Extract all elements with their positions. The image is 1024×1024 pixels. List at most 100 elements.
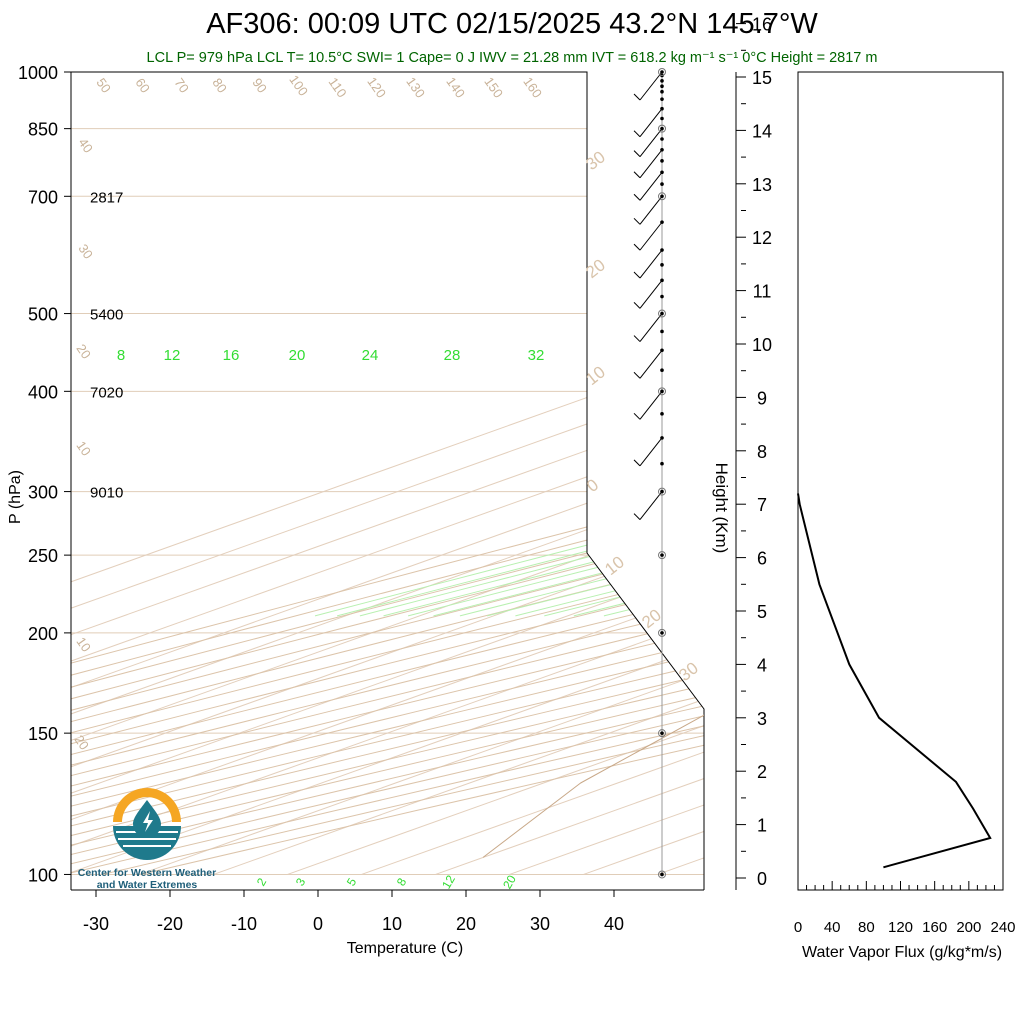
moist-adiabat: [314, 72, 704, 617]
adiabat-label: 32: [528, 347, 545, 364]
wind-barb-dot: [660, 368, 664, 372]
wind-barb-calm-ring: [658, 870, 666, 879]
wind-barb-flag: [633, 301, 641, 309]
wind-barb-flag: [633, 93, 641, 101]
wind-barb: [639, 491, 663, 520]
theta-label: 100: [286, 72, 311, 98]
moist-adiabat: [336, 72, 704, 617]
wind-barb-dot: [660, 329, 664, 334]
wind-barb: [639, 349, 663, 379]
isotherm-label: 20: [582, 255, 609, 282]
logo-text-line1: Center for Western Weather: [78, 867, 216, 879]
dry-adiabat: [71, 72, 704, 875]
height-tick-label: 7: [757, 495, 767, 515]
wind-barb-flag: [633, 371, 641, 379]
height-tick-label: 9: [757, 388, 767, 408]
isotherm-line: [71, 72, 704, 875]
dry-adiabat: [71, 72, 704, 875]
wind-barb-calm-ring: [658, 729, 666, 738]
dry-adiabat: [71, 72, 704, 875]
dry-adiabat: [71, 72, 704, 875]
flux-tick-label: 40: [824, 919, 841, 936]
isotherm-line: [71, 72, 704, 875]
wind-barb: [639, 280, 663, 309]
theta-label: 50: [93, 75, 114, 95]
isotherm-line: [71, 72, 704, 875]
height-tick-label: 14: [752, 121, 772, 141]
dry-adiabat: [71, 72, 704, 875]
x-tick-label: 0: [313, 914, 323, 934]
wind-barb: [639, 128, 663, 157]
adiabat-label: 12: [164, 347, 181, 364]
theta-label: 20: [71, 732, 92, 752]
wind-barb-dot: [660, 294, 664, 299]
flux-tick-label: 80: [858, 919, 875, 936]
chart-title: AF306: 00:09 UTC 02/15/2025 43.2°N 145.7…: [206, 8, 818, 40]
dry-adiabat: [71, 72, 704, 875]
x-tick-label: 20: [456, 914, 476, 934]
adiabat-label: 20: [289, 347, 306, 364]
mixing-ratio-label: 5: [344, 875, 360, 888]
wind-barb-flag: [633, 217, 641, 225]
wind-barb-calm-ring: [658, 309, 666, 318]
height-tick-label: 5: [757, 602, 767, 622]
moist-adiabat: [634, 72, 704, 617]
theta-label: 160: [520, 74, 545, 100]
height-tick-label: 16: [752, 15, 772, 35]
theta-label: 20: [73, 341, 94, 361]
wind-barb: [639, 391, 663, 420]
isotherm-line: [71, 72, 704, 875]
height-tick-label: 12: [752, 228, 772, 248]
dry-adiabat: [71, 72, 704, 875]
isotherm-line: [71, 72, 704, 875]
dry-adiabat: [71, 72, 704, 875]
x-axis-label: Temperature (C): [347, 940, 463, 957]
theta-label: 10: [73, 634, 94, 654]
wind-barb-flag: [633, 412, 641, 420]
wind-barb-calm-ring: [658, 68, 666, 76]
isotherm-line: [71, 72, 704, 875]
y-tick-label: 200: [28, 624, 58, 644]
wind-barb: [639, 249, 663, 279]
theta-label: 30: [75, 241, 96, 261]
dry-adiabat: [71, 72, 704, 875]
theta-label: 10: [73, 438, 94, 458]
wind-barb-dot: [660, 731, 664, 735]
flux-tick-label: 120: [888, 919, 913, 936]
wind-barb-flag: [633, 271, 641, 279]
mixing-ratio-label: 2: [254, 875, 270, 888]
wind-barb-dot: [660, 553, 664, 557]
dry-adiabat: [71, 72, 704, 875]
isotherm-line: [71, 72, 704, 875]
wind-barb-flag: [633, 150, 641, 157]
y-tick-label: 300: [28, 483, 58, 503]
wind-barb: [639, 437, 663, 467]
dry-adiabat: [71, 72, 704, 875]
height-tick-label: 0: [757, 869, 767, 889]
dry-adiabat: [71, 72, 704, 875]
isotherm-label: 10: [582, 362, 609, 389]
dry-adiabat: [71, 72, 704, 875]
x-tick-label: -10: [231, 914, 257, 934]
isotherm-label: 30: [582, 147, 609, 174]
flux-tick-label: 0: [794, 919, 802, 936]
wind-barb-dot: [660, 182, 664, 186]
height-tick-label: 11: [753, 282, 772, 302]
flux-panel-frame: [797, 71, 1004, 891]
dry-adiabat: [71, 72, 704, 875]
y-tick-label: 850: [28, 120, 58, 140]
isotherm-label: 20: [638, 605, 665, 632]
theta-label: 120: [364, 74, 389, 100]
theta-label: 70: [171, 75, 192, 95]
height-label: 7020: [90, 384, 123, 401]
y-tick-label: 1000: [18, 63, 58, 83]
mixing-ratio-label: 12: [439, 872, 458, 891]
flux-tick-label: 240: [990, 919, 1015, 936]
dry-adiabat: [140, 72, 704, 875]
flux-tick-label: 200: [956, 919, 981, 936]
theta-label: 90: [249, 75, 270, 95]
height-tick-label: 6: [757, 549, 767, 569]
height-tick-label: 10: [752, 335, 772, 355]
